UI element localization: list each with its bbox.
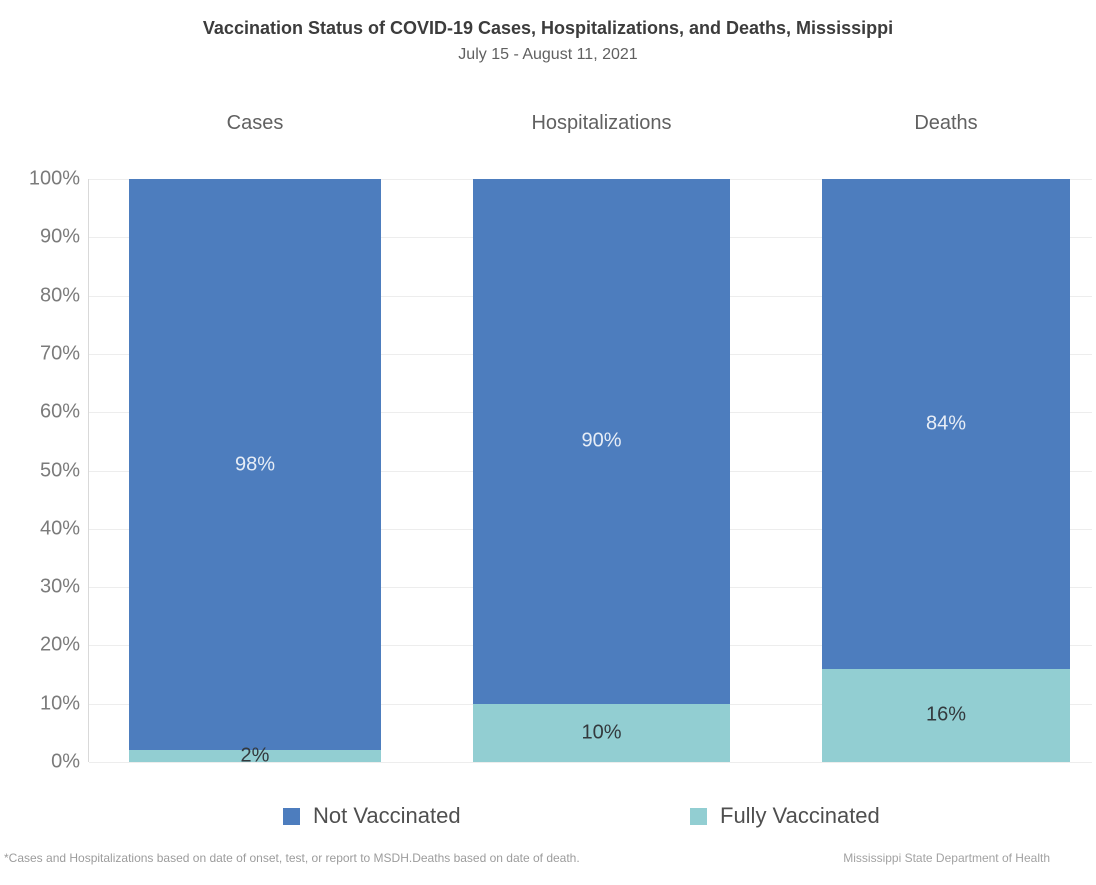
y-tick-label-50: 50% [39,459,80,481]
fully-vaccinated-swatch-icon [690,807,707,825]
bar-deaths-fully-vaccinated[interactable] [822,668,1070,762]
column-header-cases: Cases [226,112,284,134]
legend-label-fully-vaccinated: Fully Vaccinated [720,803,880,828]
legend-label-not-vaccinated: Not Vaccinated [313,803,461,828]
legend-item-not-vaccinated[interactable]: Not Vaccinated [283,803,461,829]
bar-hospitalizations-not-vaccinated[interactable] [473,179,730,704]
y-tick-label-40: 40% [39,517,80,540]
y-tick-label-20: 20% [39,633,80,656]
y-tick-label-60: 60% [39,400,80,423]
y-axis-line [88,179,89,762]
source-credit: Mississippi State Department of Health [843,851,1050,865]
y-tick-label-90: 90% [39,225,80,248]
not-vaccinated-swatch-icon [283,807,300,825]
chart-subtitle: July 15 - August 11, 2021 [458,46,638,63]
y-tick-label-100: 100% [28,167,80,190]
column-header-hospitalizations: Hospitalizations [531,112,672,134]
bar-cases-fully-vaccinated[interactable] [129,750,381,762]
y-tick-label-10: 10% [39,692,80,715]
footnote: *Cases and Hospitalizations based on dat… [4,851,580,865]
gridline-0 [89,762,1092,763]
legend-item-fully-vaccinated[interactable]: Fully Vaccinated [690,803,880,829]
bar-deaths-not-vaccinated[interactable] [822,179,1070,669]
chart-title: Vaccination Status of COVID-19 Cases, Ho… [202,18,894,38]
column-header-deaths: Deaths [914,112,978,134]
bar-hospitalizations-fully-vaccinated[interactable] [473,703,730,762]
y-tick-label-70: 70% [39,342,80,365]
y-tick-label-30: 30% [39,575,80,598]
y-tick-label-0: 0% [51,750,80,773]
y-tick-label-80: 80% [39,284,80,307]
bar-cases-not-vaccinated[interactable] [129,179,381,751]
